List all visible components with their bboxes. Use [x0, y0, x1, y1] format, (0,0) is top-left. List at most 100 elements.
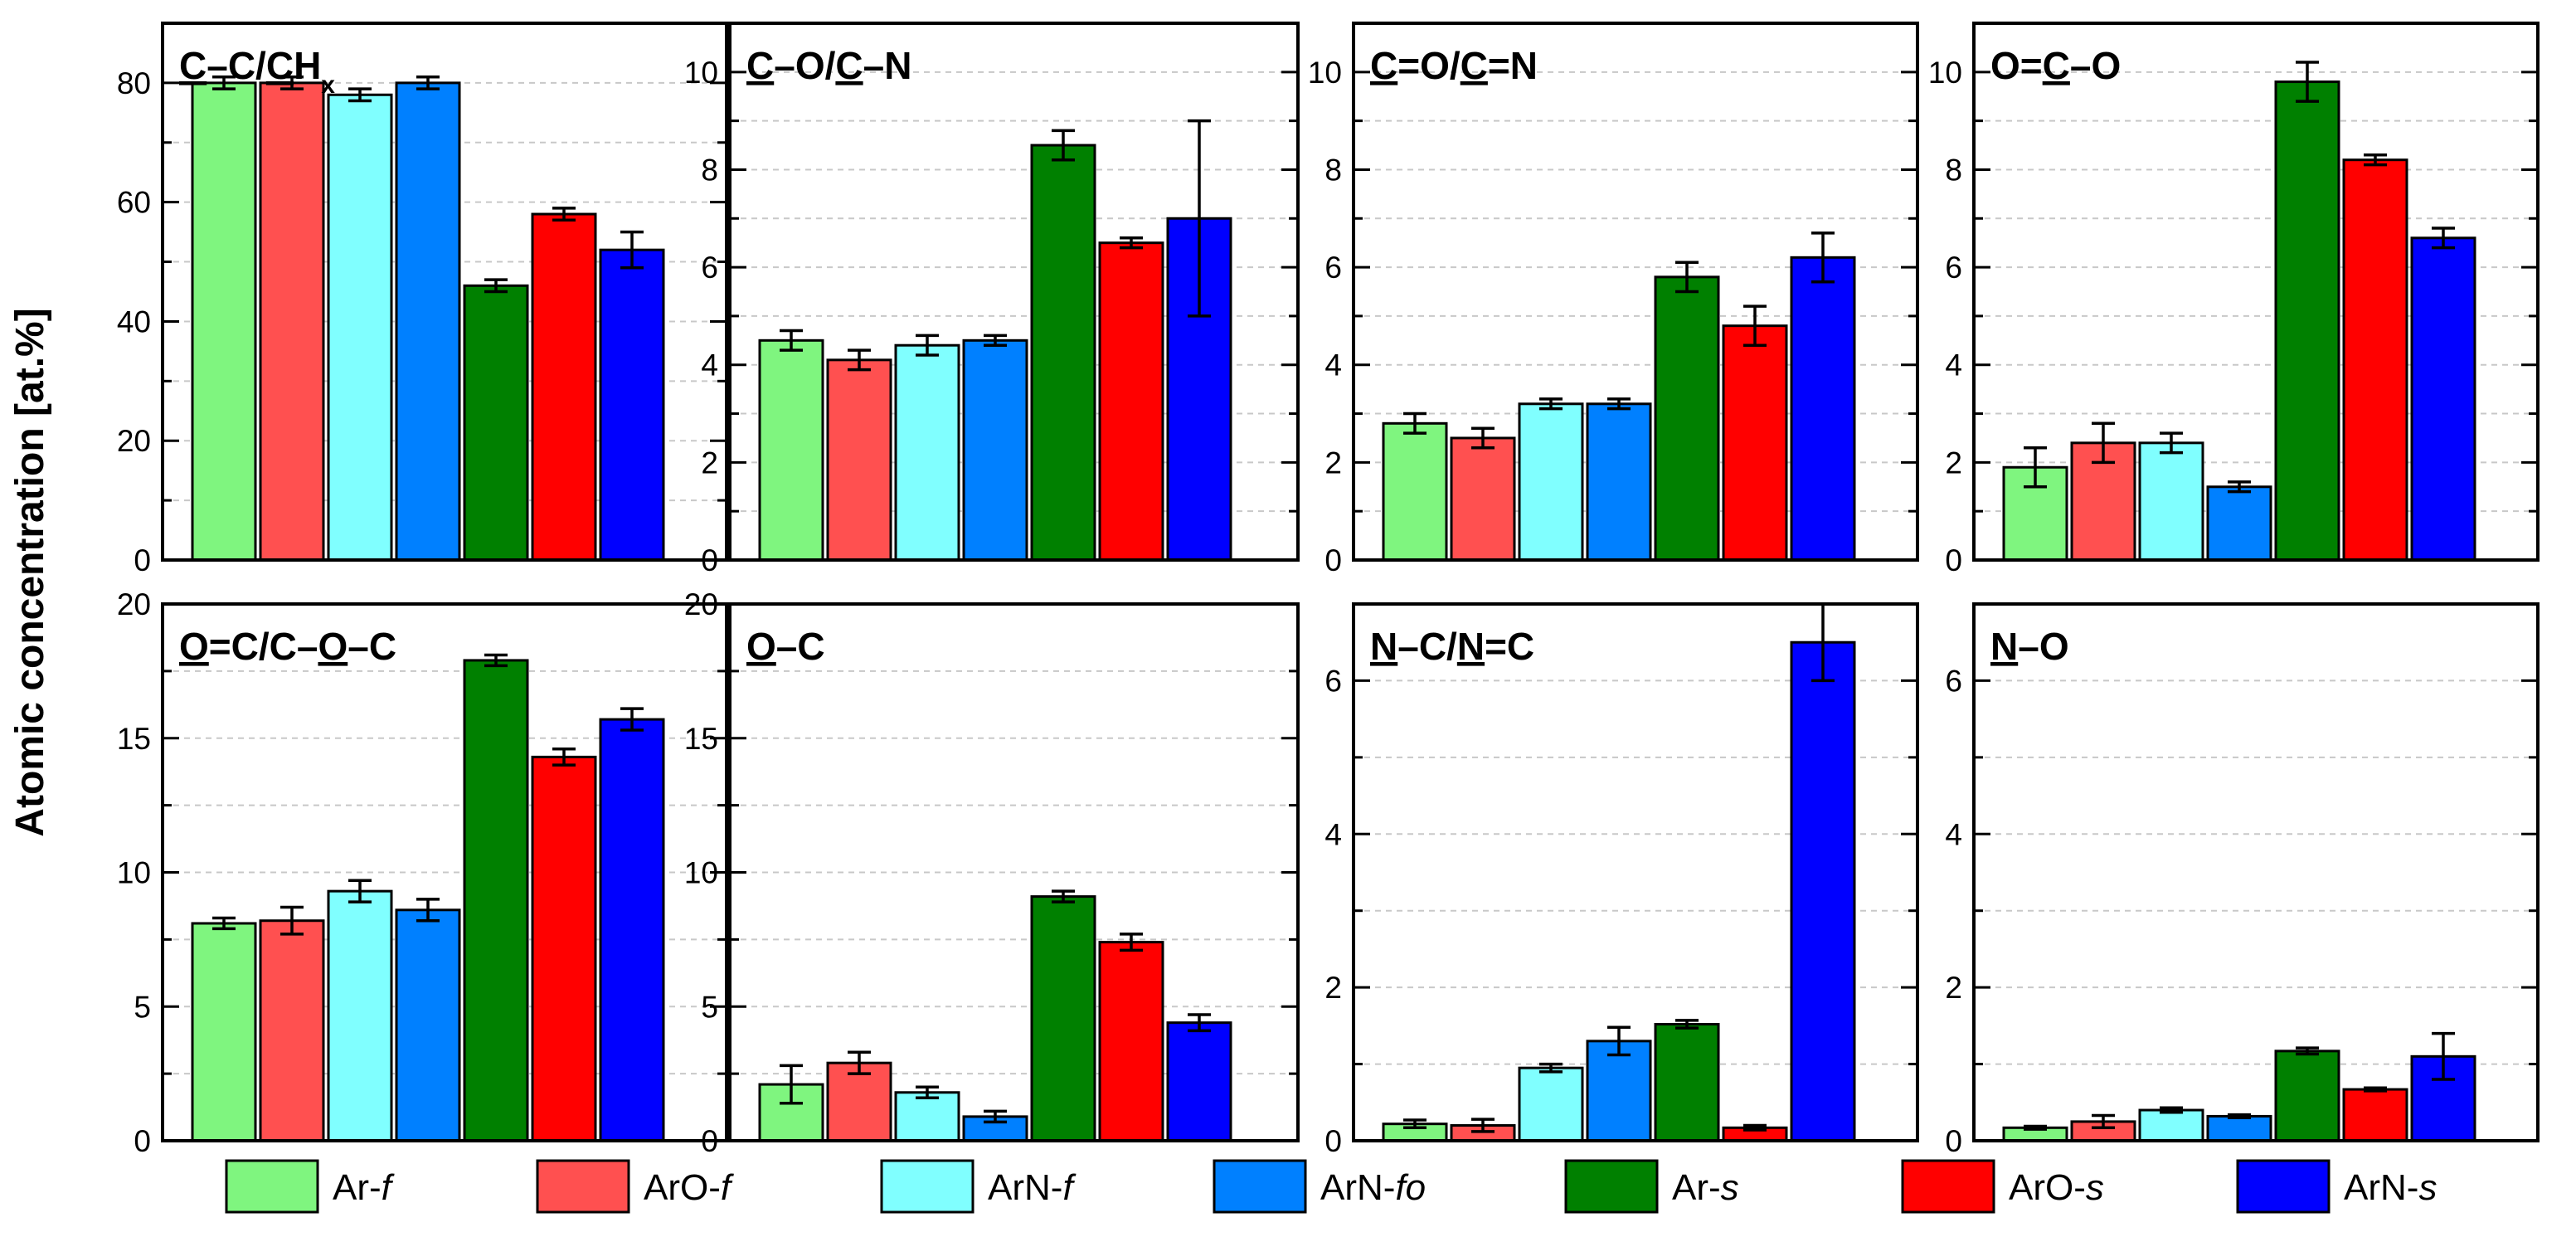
y-tick-label: 6: [1945, 664, 1962, 698]
y-tick-label: 2: [1945, 446, 1962, 480]
y-axis-label: Atomic concentration [at.%]: [8, 308, 52, 836]
panel-no: 0 2 4 6 N–O: [1945, 602, 2540, 1158]
error-bar: [2160, 1106, 2183, 1114]
error-bar: [620, 707, 644, 732]
error-bar: [280, 905, 304, 936]
plot-frame: [1972, 602, 2540, 1142]
y-tick-label: 15: [117, 722, 151, 756]
error-bar: [2092, 1113, 2115, 1130]
bar: [826, 358, 892, 562]
error-bar: [1188, 1013, 1211, 1033]
legend-label: ArN-s: [2344, 1167, 2437, 1208]
y-tick-label: 2: [1324, 971, 1342, 1005]
panel-title: C=O/C=N: [1370, 44, 1538, 87]
bar: [1654, 1023, 1720, 1142]
legend-label: ArO-f: [644, 1167, 735, 1208]
y-tick-label: 2: [701, 446, 718, 480]
legend-item: ArN-f: [880, 1159, 1077, 1214]
y-tick-label: 6: [701, 251, 718, 285]
bar: [894, 1091, 960, 1142]
y-tick-label: 40: [117, 304, 151, 338]
y-tick-label: 0: [1324, 543, 1342, 577]
error-bar: [1471, 1118, 1495, 1133]
bar: [2342, 1088, 2408, 1142]
bar: [259, 81, 325, 562]
bar: [531, 212, 597, 562]
error-bar: [984, 334, 1007, 347]
plot-frame: [1972, 22, 2540, 562]
bar: [463, 659, 529, 1142]
error-bar: [1471, 426, 1495, 450]
error-bar: [1052, 889, 1075, 903]
y-tick-label: 0: [1945, 543, 1962, 577]
bar: [191, 922, 257, 1142]
bar: [599, 718, 665, 1142]
legend-swatch: [880, 1159, 975, 1214]
bar: [2274, 80, 2340, 562]
error-bar: [1403, 1118, 1427, 1130]
y-tick-label: 4: [1945, 817, 1962, 851]
bar: [463, 284, 529, 562]
y-tick-label: 10: [1928, 56, 1962, 90]
bar: [1030, 895, 1096, 1142]
bar: [191, 81, 257, 562]
panel-title: O=C–O: [1990, 44, 2121, 87]
bar: [758, 338, 824, 562]
y-tick-label: 0: [134, 1124, 151, 1158]
error-bar: [1188, 119, 1211, 318]
error-bar: [984, 1109, 1007, 1124]
bar: [531, 755, 597, 1142]
error-bar: [348, 87, 372, 103]
error-bar: [1403, 412, 1427, 435]
error-bar: [1120, 933, 1143, 952]
bar: [395, 81, 461, 562]
panel-cdo: 0 2 4 6 8 10 C=O/C=N: [1308, 22, 1919, 577]
y-tick-label: 2: [1945, 971, 1962, 1005]
legend-item: ArN-s: [2236, 1159, 2437, 1214]
bar: [1654, 275, 1720, 562]
error-bar: [280, 75, 304, 90]
y-tick-label: 4: [701, 348, 718, 382]
bar: [259, 919, 325, 1142]
error-bar: [552, 747, 576, 767]
error-bar: [916, 1085, 939, 1099]
plot-frame: [1352, 22, 1919, 562]
y-tick-label: 10: [684, 56, 718, 90]
bar: [2206, 1114, 2272, 1142]
error-bar: [1675, 261, 1699, 294]
error-bar: [212, 916, 236, 931]
plot-frame: [728, 22, 1300, 562]
y-tick-label: 20: [684, 587, 718, 621]
error-bar: [1052, 129, 1075, 162]
y-tick-label: 10: [1308, 56, 1342, 90]
y-tick-label: 20: [117, 587, 151, 621]
bar: [1450, 436, 1516, 562]
y-tick-label: 6: [1945, 251, 1962, 285]
y-tick-label: 60: [117, 186, 151, 220]
bar: [327, 889, 393, 1142]
y-tick-label: 8: [1945, 153, 1962, 187]
y-tick-label: 6: [1324, 664, 1342, 698]
panel-co: 0 2 4 6 8 10 C–O/C–N: [684, 22, 1300, 577]
error-bar: [2296, 61, 2319, 103]
bar: [2274, 1050, 2340, 1142]
y-tick-label: 15: [684, 722, 718, 756]
legend-item: Ar-s: [1564, 1159, 1739, 1214]
y-tick-label: 8: [1324, 153, 1342, 187]
legend-label: Ar-f: [333, 1167, 396, 1208]
error-bar: [416, 898, 440, 923]
error-bar: [2228, 1113, 2251, 1120]
error-bar: [2364, 153, 2387, 167]
bar: [2410, 236, 2476, 562]
plot-frame: [728, 602, 1300, 1142]
panel-nc: 0 2 4 6 N–C/N=C: [1324, 602, 1919, 1158]
y-tick-label: 0: [701, 543, 718, 577]
legend-swatch: [225, 1159, 319, 1214]
legend-item: ArN-fo: [1213, 1159, 1426, 1214]
error-bar: [416, 75, 440, 90]
y-tick-label: 4: [1324, 348, 1342, 382]
y-tick-label: 5: [701, 990, 718, 1024]
panel-oc: 0 5 10 15 20 O–C: [684, 587, 1300, 1158]
error-bar: [916, 334, 939, 357]
